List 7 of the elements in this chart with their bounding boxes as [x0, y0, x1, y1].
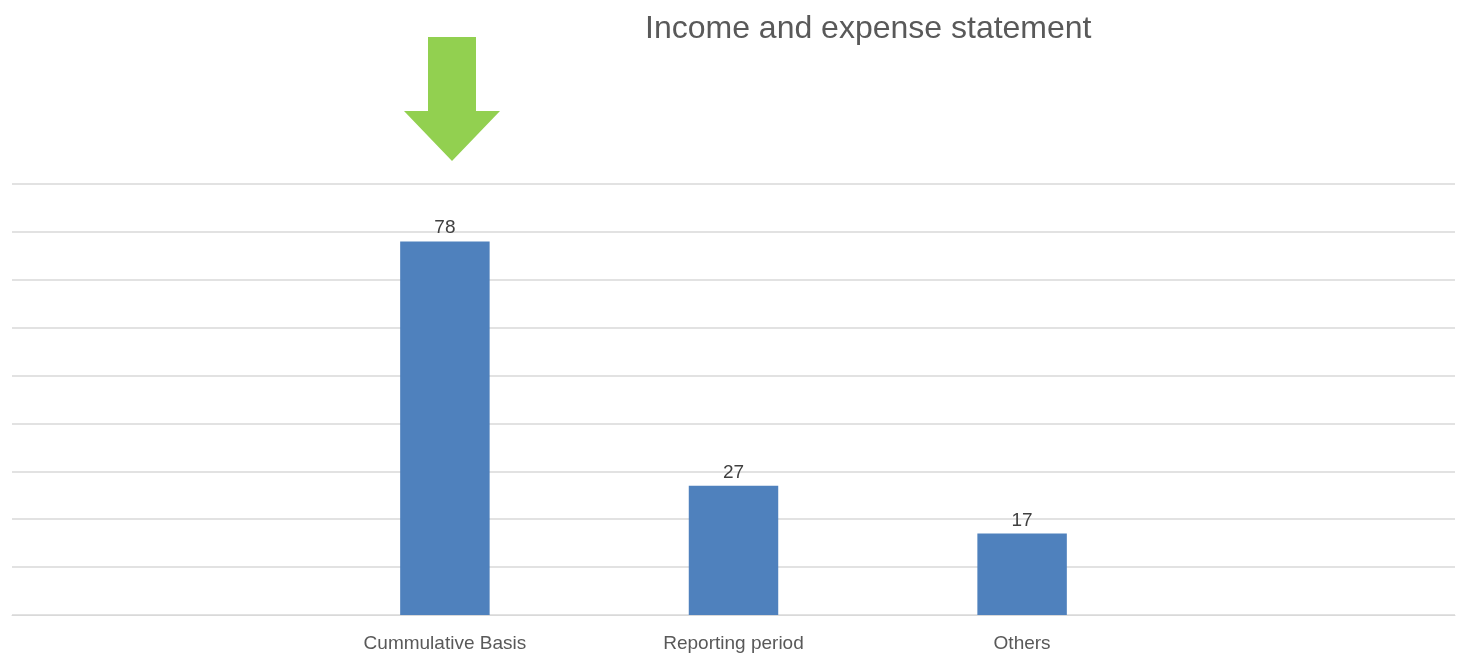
chart-title: Income and expense statement	[645, 9, 1092, 45]
x-tick-label: Reporting period	[663, 632, 804, 653]
data-label: 17	[1011, 508, 1033, 530]
x-tick-label: Others	[993, 632, 1051, 653]
x-tick-label: Cummulative Basis	[363, 632, 527, 653]
data-label: 78	[434, 216, 456, 238]
data-label: 27	[722, 460, 745, 482]
